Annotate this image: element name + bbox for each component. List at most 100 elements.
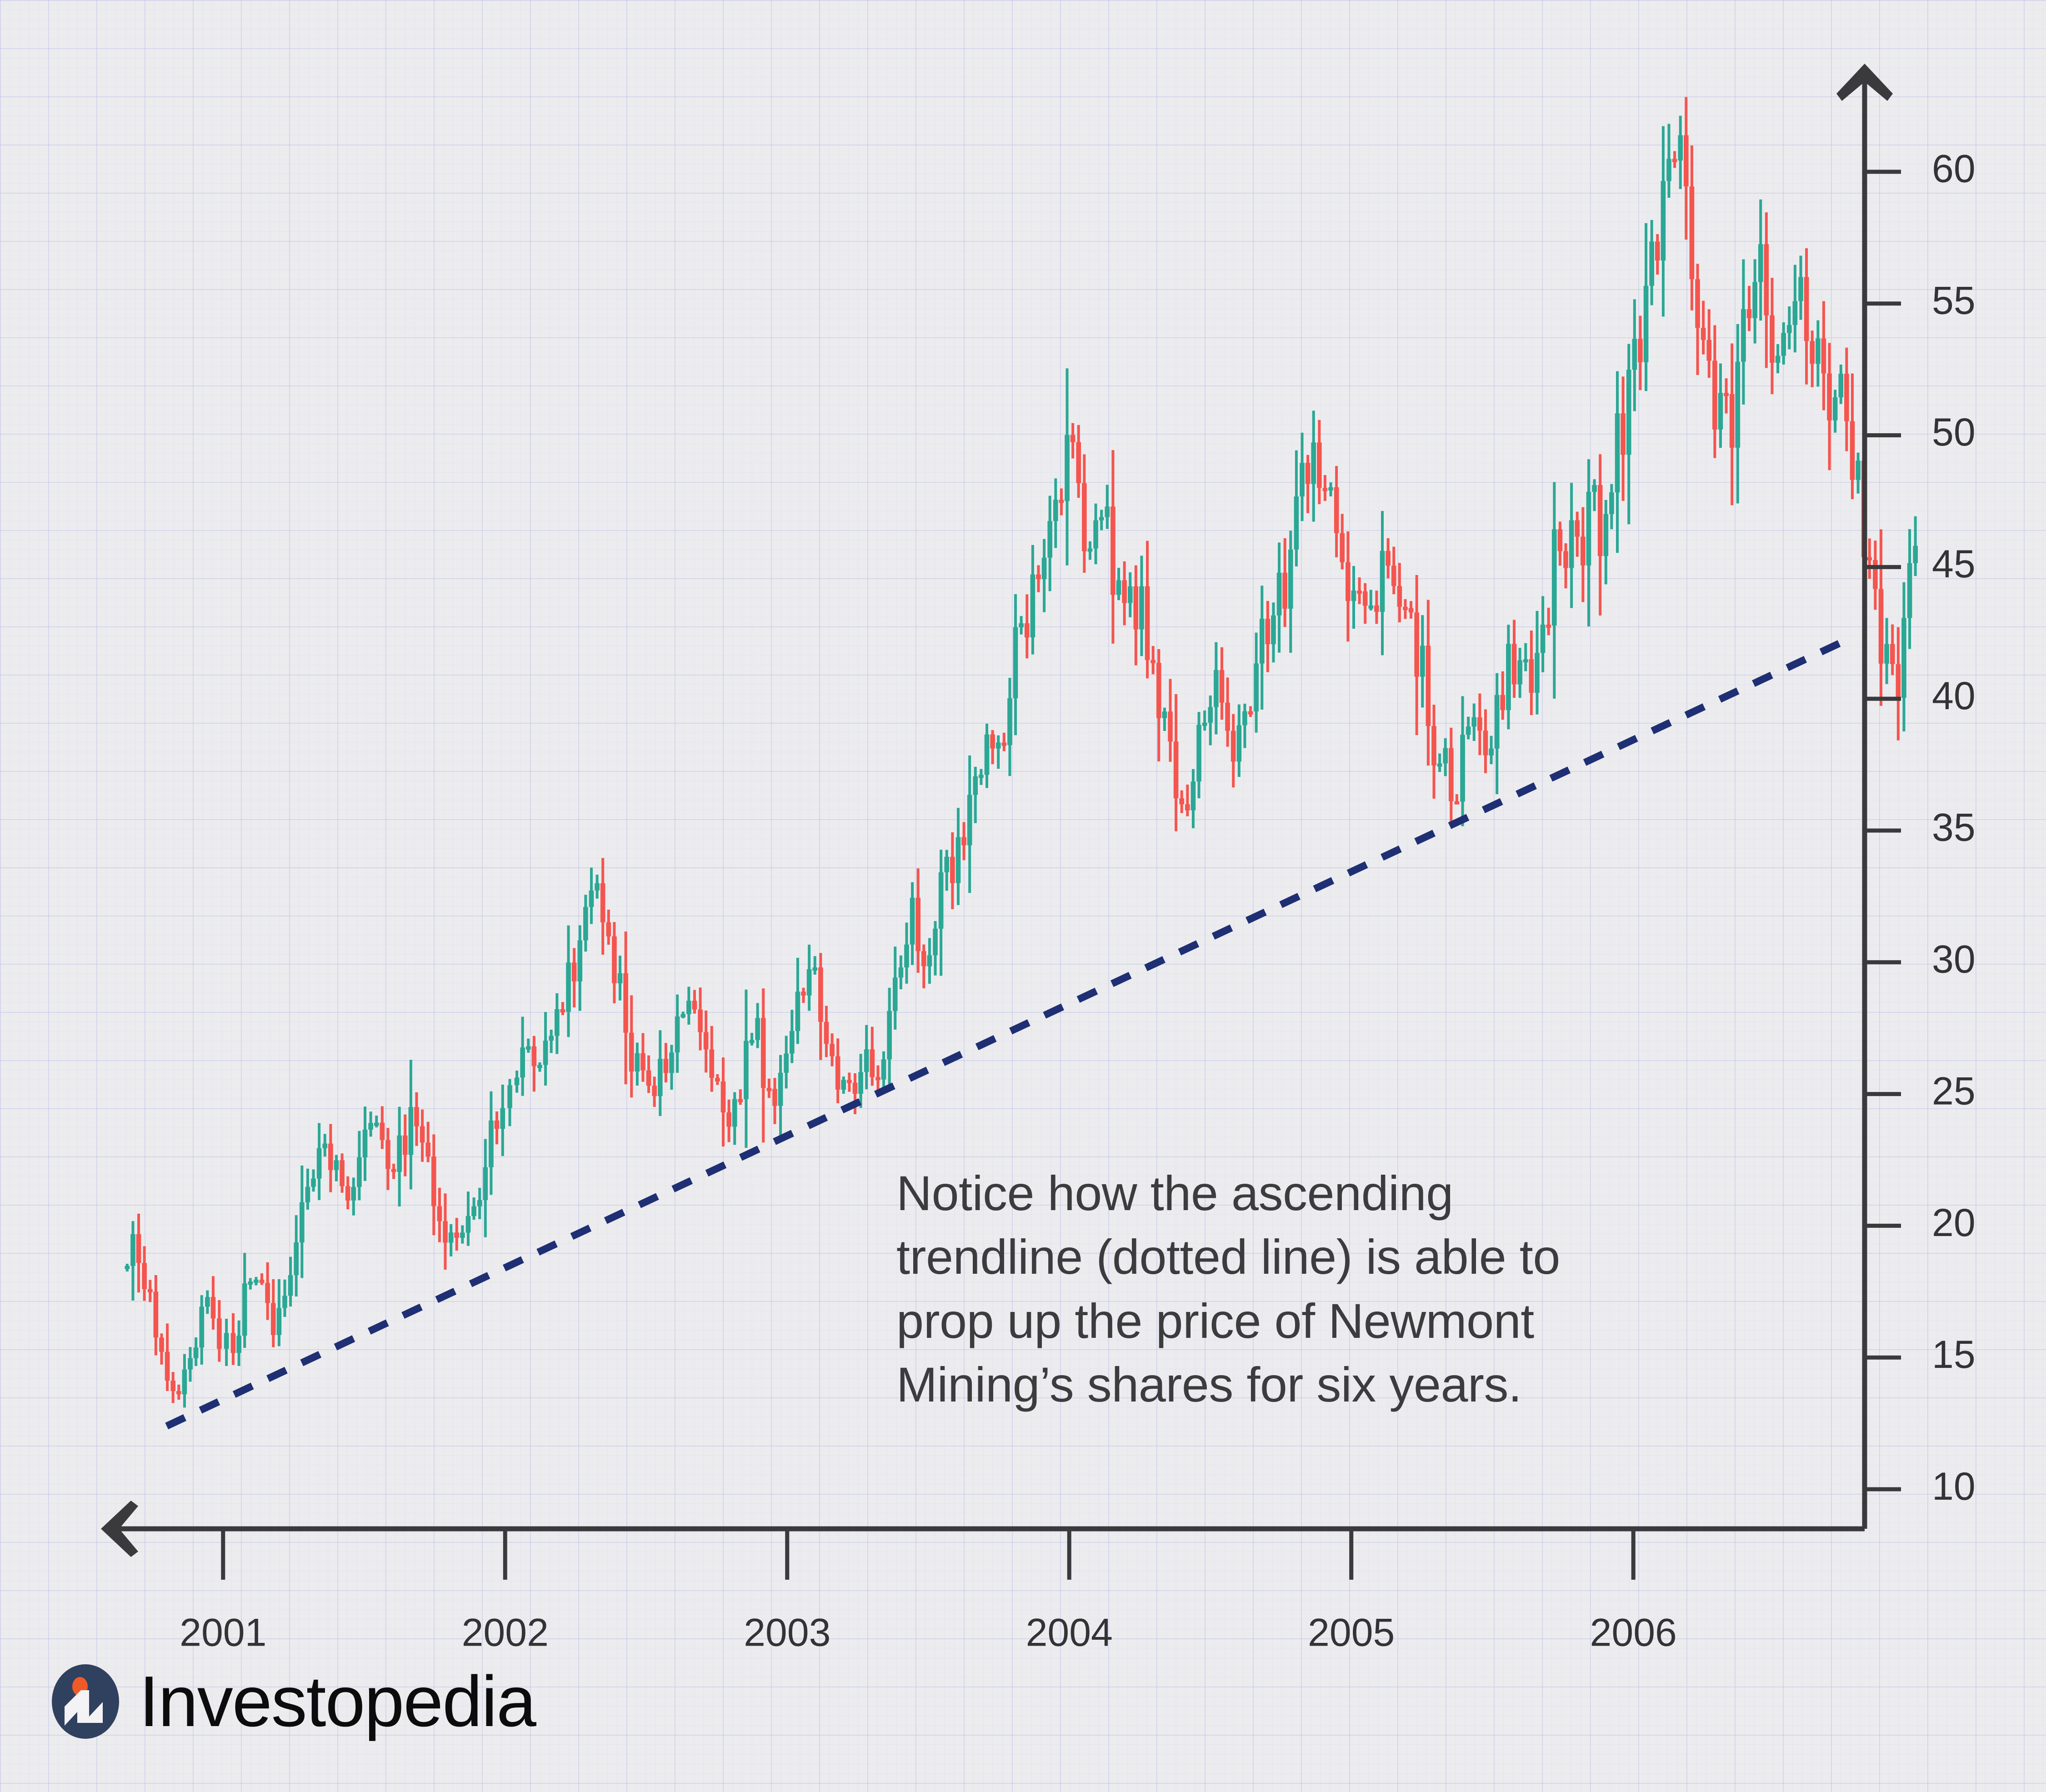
candle-up (1214, 670, 1219, 707)
candle-up (1832, 397, 1838, 420)
candle-down (766, 1088, 772, 1091)
x-tick-label: 2006 (1590, 1611, 1677, 1655)
candle-up (1139, 586, 1144, 630)
candle-up (789, 1031, 795, 1054)
candle-up (1632, 339, 1637, 370)
candle-down (270, 1303, 276, 1335)
candle-down (1408, 608, 1414, 613)
candle-wick (1186, 784, 1189, 816)
candle-down (259, 1280, 265, 1283)
candle-up (887, 1011, 892, 1060)
candle-up (125, 1266, 130, 1269)
annotation-line-4: Mining’s shares for six years. (896, 1357, 1522, 1412)
candle-up (182, 1369, 187, 1395)
candle-down (692, 1001, 697, 1010)
candle-up (305, 1186, 310, 1202)
candle-down (1133, 586, 1139, 630)
candle-down (1655, 241, 1660, 261)
candle-up (374, 1122, 379, 1126)
candle-down (1454, 801, 1460, 805)
candle-down (835, 1056, 840, 1090)
candle-down (391, 1169, 396, 1172)
candle-up (795, 991, 800, 1031)
candle-up (635, 1053, 640, 1072)
candle-down (1145, 586, 1150, 660)
candle-wick (1163, 707, 1166, 731)
candle-up (881, 1059, 886, 1080)
candle-down (380, 1122, 385, 1140)
candle-up (282, 1296, 287, 1308)
candle-up (1758, 244, 1763, 282)
candle-up (188, 1358, 193, 1370)
candle-down (165, 1352, 170, 1381)
candle-up (898, 967, 904, 978)
candle-down (870, 1049, 875, 1077)
candle-up (1856, 461, 1861, 480)
candle-up (967, 795, 972, 846)
candle-down (1036, 574, 1041, 580)
annotation-line-2: trendline (dotted line) is able to (896, 1229, 1560, 1285)
candle-down (1305, 463, 1311, 484)
x-tick-label: 2005 (1308, 1611, 1395, 1655)
candle-down (1701, 328, 1706, 340)
candle-down (494, 1120, 500, 1129)
annotation-line-3: prop up the price of Newmont (896, 1293, 1534, 1348)
candle-up (675, 1016, 680, 1053)
candle-up (1816, 338, 1821, 364)
candle-up (938, 872, 944, 929)
candle-up (525, 1046, 531, 1050)
candle-up (927, 955, 932, 966)
candle-up (1523, 659, 1528, 663)
investopedia-logo: Investopedia (49, 1663, 536, 1740)
ascending-trendline (165, 640, 1841, 1430)
candle-down (1156, 663, 1161, 718)
candle-up (680, 1014, 686, 1017)
candle-down (1529, 659, 1534, 693)
candle-down (1706, 340, 1712, 361)
y-tick-label: 40 (1932, 674, 1976, 718)
candle-up (1191, 781, 1196, 811)
candle-up (500, 1108, 505, 1129)
candle-down (1225, 702, 1230, 731)
candle-up (299, 1202, 305, 1243)
candle-down (726, 1112, 731, 1127)
candle-up (1328, 487, 1333, 491)
candle-down (176, 1391, 181, 1395)
candle-down (1689, 186, 1695, 280)
candle-up (537, 1065, 542, 1068)
candle-up (1368, 605, 1374, 609)
y-tick-label: 30 (1932, 938, 1976, 981)
candle-up (589, 890, 594, 907)
candle-down (1322, 488, 1328, 491)
candle-down (1179, 798, 1185, 805)
candle-up (933, 928, 938, 956)
candle-up (1196, 725, 1201, 782)
x-tick-label: 2001 (180, 1611, 266, 1655)
candle-up (657, 1059, 663, 1096)
candlestick-series (125, 97, 1918, 1408)
candle-down (623, 973, 628, 1033)
candle-up (1535, 653, 1540, 693)
candle-down (1477, 717, 1482, 731)
candle-up (357, 1157, 362, 1187)
candle-down (571, 962, 577, 981)
candle-down (1770, 315, 1775, 363)
candle-up (1202, 722, 1207, 726)
candle-up (130, 1234, 135, 1266)
candle-up (368, 1123, 373, 1130)
candle-down (1896, 664, 1901, 698)
candle-down (830, 1044, 835, 1056)
candle-up (1053, 500, 1058, 521)
candle-down (1563, 551, 1568, 568)
candle-down (1024, 623, 1030, 638)
candle-up (1047, 521, 1053, 558)
candle-down (210, 1297, 216, 1319)
candle-up (1300, 463, 1305, 497)
candle-up (316, 1148, 322, 1179)
logo-lightning (65, 1690, 103, 1726)
candle-down (217, 1318, 222, 1349)
candle-down (1695, 279, 1700, 328)
candle-down (1581, 536, 1586, 566)
candle-wick (1524, 643, 1527, 671)
